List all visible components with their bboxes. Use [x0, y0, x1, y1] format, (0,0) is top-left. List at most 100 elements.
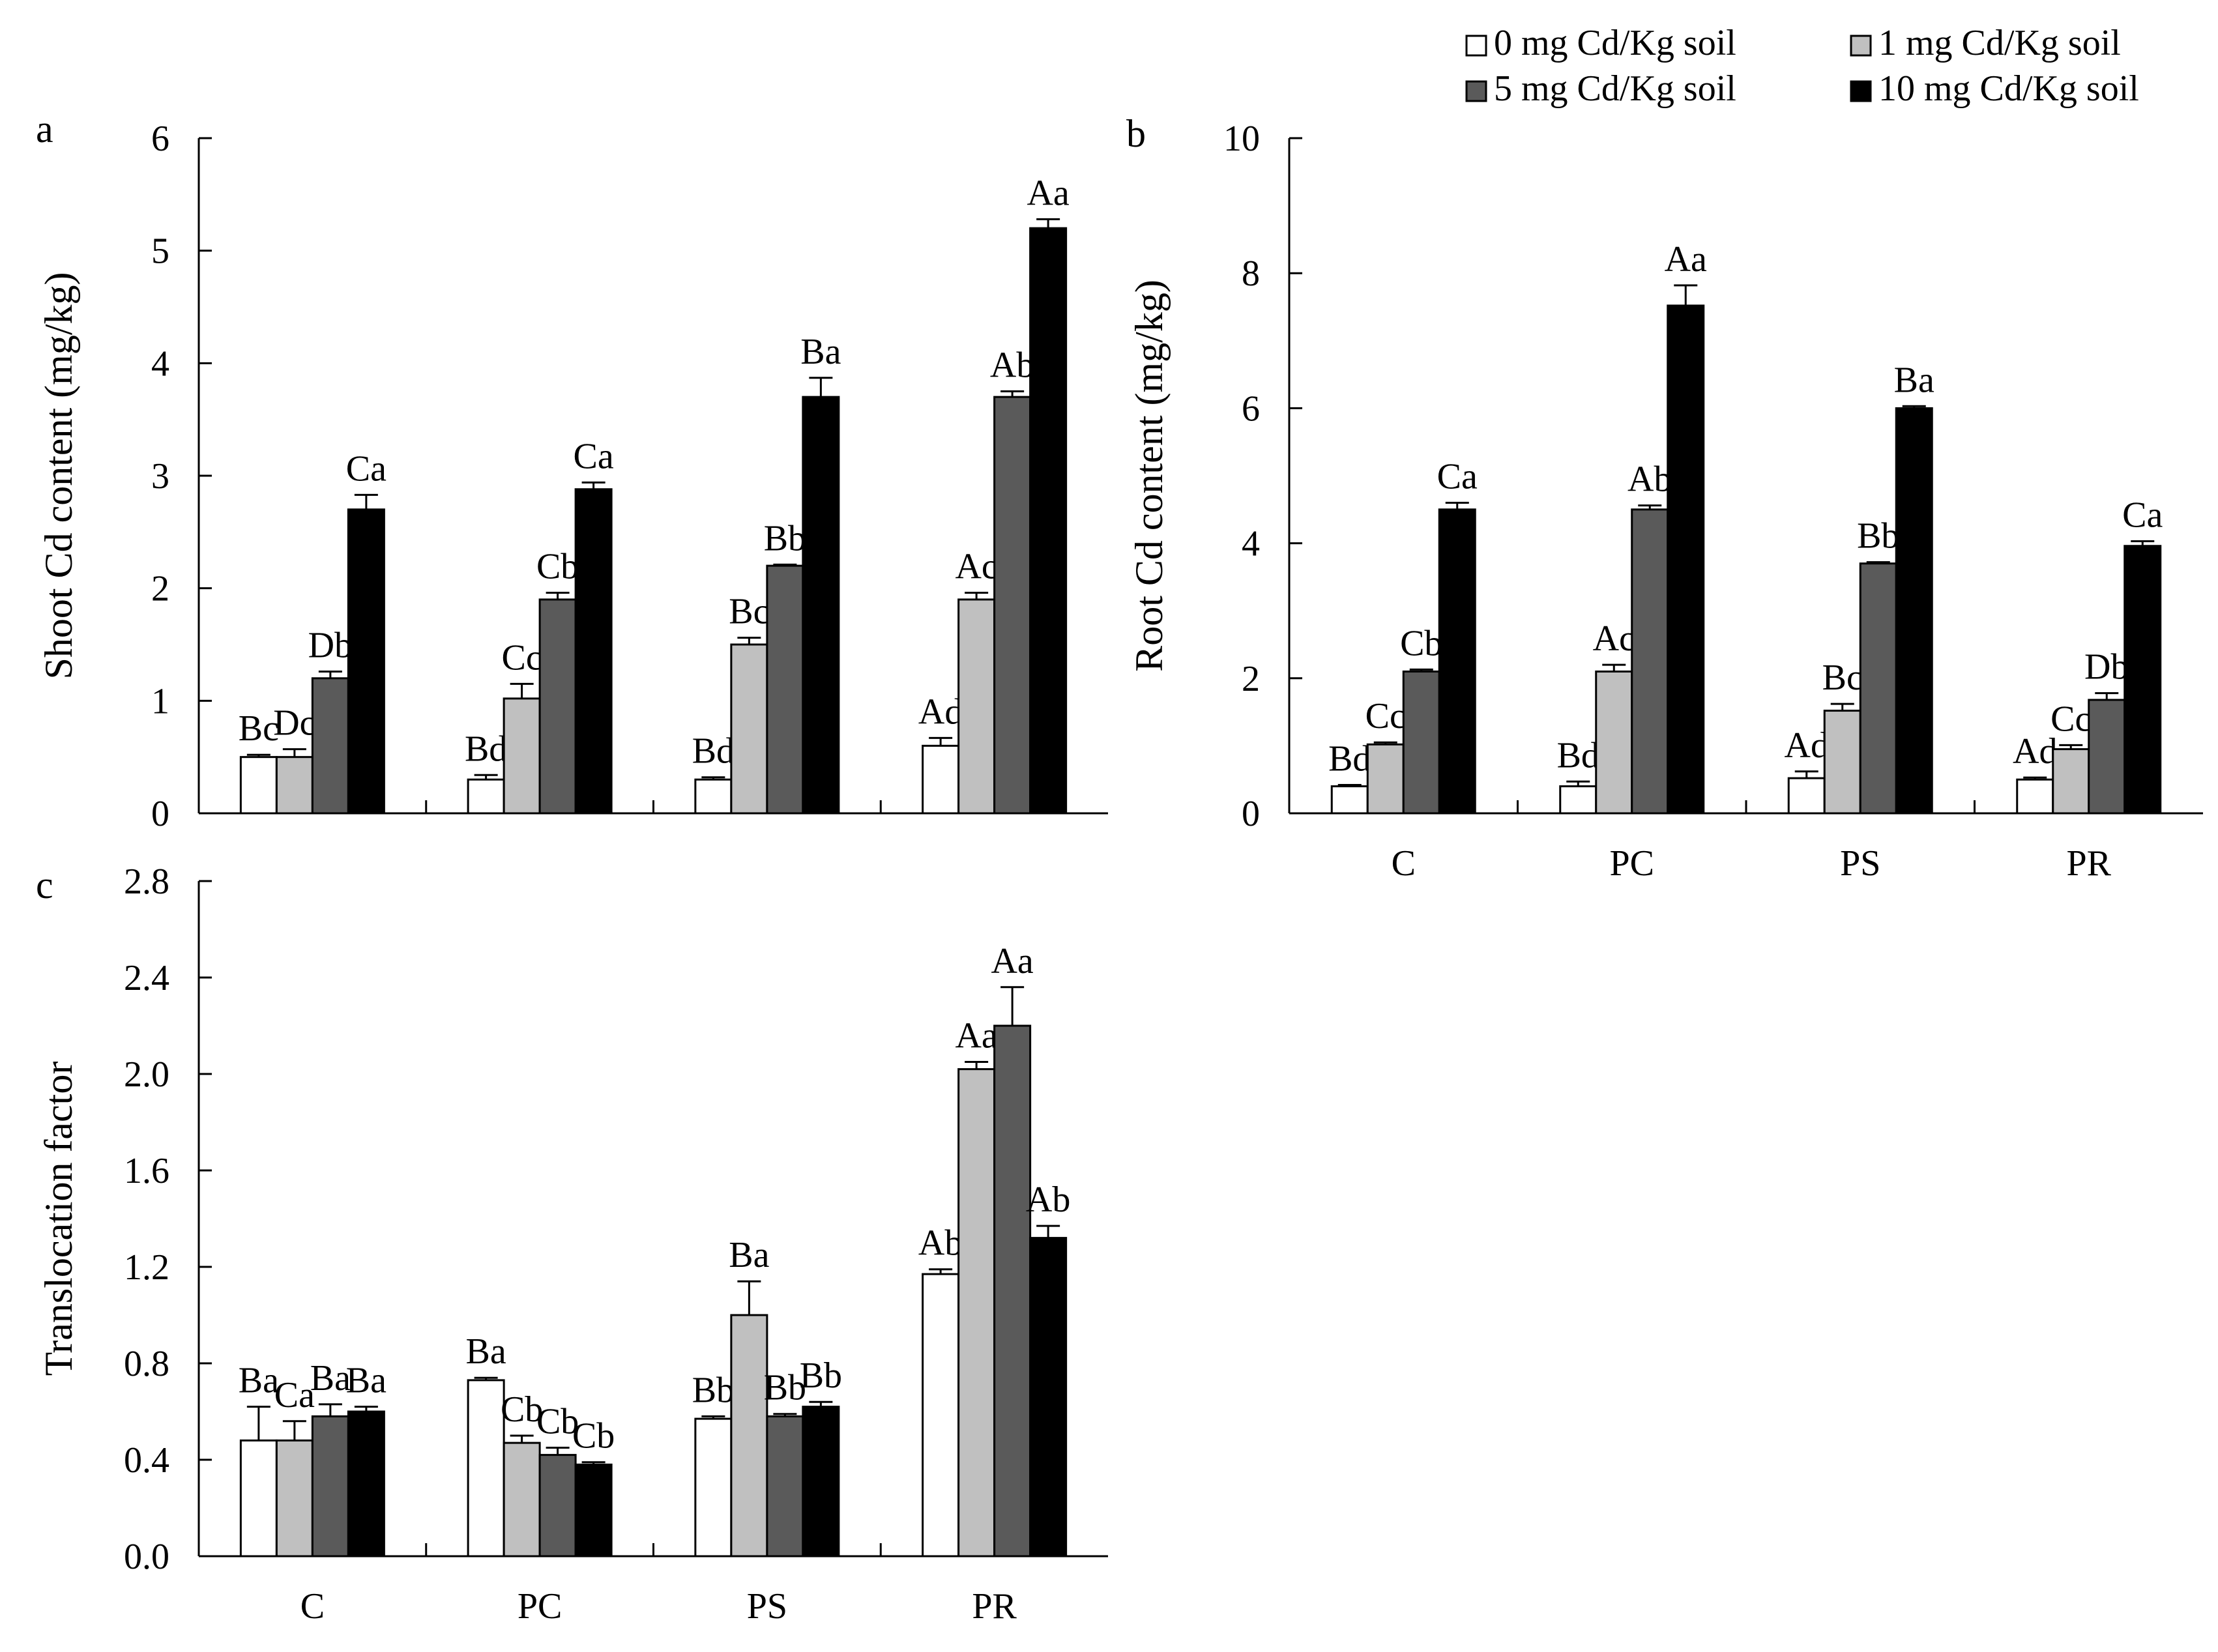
y-axis-label: Root Cd content (mg/kg)	[1128, 280, 1171, 672]
legend-swatch	[1850, 80, 1872, 102]
bar-c-PC-s2	[538, 1454, 577, 1558]
legend-label: 10 mg Cd/Kg soil	[1878, 68, 2139, 109]
data-label: Ca	[346, 448, 387, 489]
y-tick-label: 6	[151, 119, 169, 159]
bar-c-PR-s0	[922, 1273, 960, 1558]
bar-c-C-s2	[311, 1415, 349, 1558]
y-tick-label: 5	[151, 231, 169, 272]
data-label: Ac	[1593, 618, 1635, 659]
y-tick-label: 4	[1242, 524, 1260, 564]
data-label: Ab	[990, 345, 1034, 386]
category-label: PC	[518, 1586, 562, 1627]
bar-b-PC-s0	[1559, 785, 1598, 815]
data-label: Db	[308, 625, 353, 665]
y-tick-label: 0	[1242, 794, 1260, 834]
bar-c-C-s3	[347, 1410, 385, 1558]
data-label: Ba	[239, 1361, 279, 1401]
bar-c-PS-s3	[802, 1406, 840, 1558]
category-label: PC	[1610, 843, 1655, 884]
data-label: Bd	[1557, 735, 1599, 775]
bar-a-PR-s2	[993, 396, 1032, 815]
y-tick-label: 8	[1242, 254, 1260, 294]
data-label: Ab	[1627, 459, 1672, 500]
data-label: Aa	[1665, 239, 1707, 280]
data-label: Ba	[466, 1331, 506, 1372]
y-tick-label: 2	[151, 569, 169, 609]
data-label: Ba	[800, 332, 841, 372]
legend-swatch	[1465, 35, 1487, 57]
y-tick-label: 0	[151, 794, 169, 834]
bar-b-PC-s1	[1595, 670, 1633, 815]
category-label: C	[300, 1586, 325, 1627]
bar-b-C-s1	[1366, 743, 1405, 815]
bar-c-PC-s1	[503, 1442, 541, 1558]
bar-c-PS-s0	[694, 1417, 733, 1558]
data-label: Aa	[1027, 173, 1069, 213]
data-label: Ab	[918, 1223, 963, 1264]
y-axis-label: Translocation factor	[37, 1062, 80, 1376]
bar-b-PC-s3	[1667, 304, 1705, 815]
bar-b-PS-s1	[1823, 710, 1861, 815]
data-label: Cb	[536, 547, 579, 587]
bar-c-PS-s1	[730, 1314, 768, 1558]
y-tick-label: 2.0	[124, 1054, 169, 1095]
data-label: Ad	[1785, 725, 1829, 766]
bar-c-PS-s2	[766, 1415, 804, 1558]
panel-letter: a	[36, 108, 53, 151]
bar-b-PR-s3	[2123, 545, 2162, 815]
y-tick-label: 4	[151, 343, 169, 384]
bar-b-PC-s2	[1631, 508, 1669, 815]
category-label: PR	[972, 1586, 1017, 1627]
bar-c-C-s0	[239, 1439, 278, 1558]
data-label: Aa	[955, 1016, 997, 1056]
y-axis-label: Shoot Cd content (mg/kg)	[37, 272, 80, 680]
data-label: Cb	[501, 1389, 543, 1430]
data-label: Ad	[2013, 731, 2057, 772]
y-tick-label: 1	[151, 681, 169, 721]
legend-swatch	[1465, 80, 1487, 102]
data-label: Bc	[239, 708, 279, 749]
bar-a-PS-s2	[766, 564, 804, 815]
bar-a-PS-s1	[730, 643, 768, 815]
data-label: Ca	[274, 1375, 315, 1415]
data-label: Ac	[955, 547, 997, 587]
y-tick-label: 6	[1242, 388, 1260, 429]
bar-c-PC-s0	[467, 1379, 505, 1558]
data-label: Ba	[346, 1361, 387, 1401]
y-tick-label: 0.8	[124, 1344, 169, 1384]
legend-item: 10 mg Cd/Kg soil	[1850, 68, 2139, 109]
legend-item: 1 mg Cd/Kg soil	[1850, 23, 2121, 63]
data-label: Bc	[729, 592, 769, 632]
bar-a-C-s3	[347, 508, 385, 815]
data-label: Db	[2084, 647, 2129, 688]
bar-b-PS-s0	[1787, 777, 1826, 815]
data-label: Cc	[502, 637, 542, 678]
data-label: Cb	[536, 1402, 579, 1442]
data-label: Ca	[1437, 456, 1478, 497]
bar-b-C-s0	[1330, 785, 1369, 815]
data-label: Bb	[800, 1355, 842, 1396]
bar-b-PS-s2	[1859, 562, 1897, 815]
y-tick-label: 0.4	[124, 1440, 169, 1481]
category-label: PR	[2067, 843, 2112, 884]
data-label: Bb	[692, 1370, 735, 1410]
bar-a-PC-s3	[574, 488, 613, 815]
bar-a-PC-s2	[538, 598, 577, 815]
data-label: Cb	[1400, 623, 1442, 663]
data-label: Bb	[764, 1368, 806, 1408]
bar-a-PS-s0	[694, 778, 733, 815]
data-label: Bb	[1857, 516, 1899, 557]
data-label: Ab	[1026, 1180, 1070, 1220]
data-label: Dc	[273, 703, 315, 744]
bar-b-PR-s2	[2088, 699, 2126, 815]
y-tick-label: 3	[151, 456, 169, 497]
category-label: PS	[747, 1586, 787, 1627]
legend-item: 5 mg Cd/Kg soil	[1465, 68, 1736, 109]
y-tick-label: 0.0	[124, 1537, 169, 1577]
bar-a-C-s2	[311, 677, 349, 815]
data-label: Ad	[918, 691, 963, 732]
